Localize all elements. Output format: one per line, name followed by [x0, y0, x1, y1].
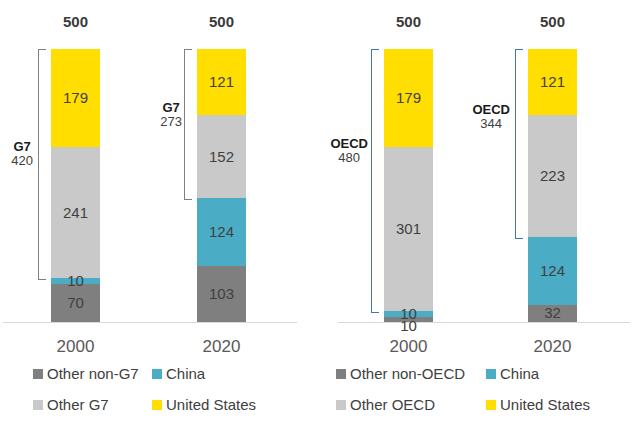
x-tick-label: 2020: [516, 337, 589, 357]
legend-label: United States: [166, 396, 256, 414]
bar-value-label: 121: [528, 74, 577, 90]
legend-swatch: [152, 400, 162, 410]
bar-value-label: 10: [51, 273, 100, 289]
bracket-label: OECD480: [330, 137, 368, 165]
bracket: [371, 49, 379, 313]
bracket-label: G7420: [11, 140, 33, 168]
legend-label: China: [500, 365, 539, 383]
bar-total-label: 500: [45, 13, 106, 30]
bar-value-label: 223: [528, 168, 577, 184]
legend-swatch: [336, 369, 346, 379]
bar-value-label: 124: [197, 224, 246, 240]
legend-swatch: [33, 369, 43, 379]
bracket-group-value: 420: [11, 154, 33, 168]
legend-label: United States: [500, 396, 590, 414]
x-tick-label: 2000: [372, 337, 445, 357]
oecd-stacked-bar-chart: 10103011795002000321242231215002020OECD4…: [316, 0, 633, 423]
bar-value-label: 152: [197, 149, 246, 165]
bracket-label: OECD344: [472, 103, 510, 131]
bracket-label: G7273: [160, 101, 182, 129]
bar-value-label: 301: [384, 221, 433, 237]
bracket: [184, 49, 192, 200]
bracket-group-name: G7: [11, 140, 33, 154]
x-tick-label: 2020: [185, 337, 258, 357]
legend-label: Other G7: [47, 396, 109, 414]
bar-value-label: 103: [197, 286, 246, 302]
legend-swatch: [486, 369, 496, 379]
bracket-group-name: OECD: [330, 137, 368, 151]
bar-total-label: 500: [191, 13, 252, 30]
bar-total-label: 500: [522, 13, 583, 30]
legend-swatch: [33, 400, 43, 410]
bracket: [515, 49, 523, 239]
g7-stacked-bar-chart: 701024117950020001031241521215002020G742…: [0, 0, 316, 423]
bar-value-label: 32: [528, 305, 577, 321]
bar-value-label: 241: [51, 205, 100, 221]
bar-value-label: 70: [51, 295, 100, 311]
x-axis-line: [338, 322, 630, 323]
legend-swatch: [152, 369, 162, 379]
bracket-group-value: 344: [472, 117, 510, 131]
bar-value-label: 124: [528, 263, 577, 279]
bar-total-label: 500: [378, 13, 439, 30]
legend-swatch: [336, 400, 346, 410]
x-axis-line: [3, 322, 297, 323]
bracket-group-name: G7: [160, 101, 182, 115]
bar-value-label: 10: [384, 306, 433, 322]
legend-label: Other non-OECD: [350, 365, 465, 383]
bracket-group-value: 273: [160, 115, 182, 129]
bar-value-label: 179: [51, 90, 100, 106]
x-tick-label: 2000: [39, 337, 112, 357]
bar-value-label: 179: [384, 90, 433, 106]
bracket-group-value: 480: [330, 151, 368, 165]
bracket: [38, 49, 46, 280]
bar-value-label: 121: [197, 74, 246, 90]
legend-label: Other OECD: [350, 396, 435, 414]
bracket-group-name: OECD: [472, 103, 510, 117]
legend-label: China: [166, 365, 205, 383]
legend-label: Other non-G7: [47, 365, 139, 383]
legend-swatch: [486, 400, 496, 410]
